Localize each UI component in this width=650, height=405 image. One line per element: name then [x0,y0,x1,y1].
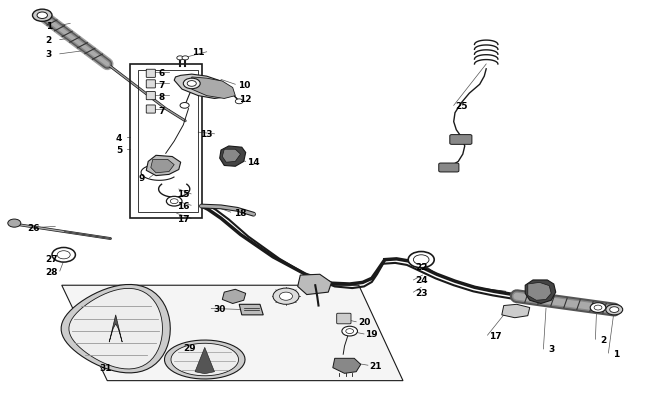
Text: 19: 19 [365,330,378,339]
Polygon shape [109,315,122,342]
Circle shape [594,305,602,310]
Polygon shape [192,78,235,99]
Circle shape [187,81,196,87]
FancyBboxPatch shape [146,106,155,114]
Text: 1: 1 [46,22,52,31]
Circle shape [280,292,292,301]
Circle shape [408,252,434,268]
Text: 22: 22 [415,263,428,272]
Polygon shape [69,289,162,369]
Circle shape [170,199,178,204]
Circle shape [32,10,52,22]
Text: 8: 8 [158,93,164,102]
Polygon shape [222,290,246,304]
Text: 28: 28 [46,267,58,276]
FancyBboxPatch shape [146,81,155,89]
Polygon shape [222,150,240,163]
FancyBboxPatch shape [146,70,155,78]
Text: 1: 1 [613,349,619,358]
Polygon shape [525,280,556,304]
Circle shape [590,303,606,313]
Circle shape [37,13,47,19]
Text: 24: 24 [415,276,428,285]
Text: 10: 10 [237,81,250,90]
Text: 9: 9 [138,174,145,183]
Circle shape [273,288,299,305]
Text: 2: 2 [46,36,52,45]
Text: 18: 18 [234,208,247,217]
Circle shape [180,103,189,109]
FancyBboxPatch shape [450,135,472,145]
Text: 3: 3 [46,50,52,59]
Text: 13: 13 [200,130,213,139]
Circle shape [182,57,188,61]
Circle shape [342,326,358,336]
Text: 5: 5 [116,145,122,154]
Polygon shape [62,286,403,381]
Text: 2: 2 [600,335,606,344]
Circle shape [413,255,429,265]
Polygon shape [528,283,551,301]
Circle shape [8,220,21,228]
Text: 27: 27 [46,255,58,264]
Circle shape [166,197,182,207]
Circle shape [52,248,75,262]
Text: 21: 21 [369,361,382,370]
Polygon shape [502,305,530,318]
Text: 29: 29 [183,343,196,352]
Text: 17: 17 [489,331,502,340]
Text: 23: 23 [415,288,428,297]
Circle shape [183,79,200,90]
Polygon shape [164,340,245,379]
Text: 17: 17 [177,214,190,223]
Polygon shape [195,347,215,374]
Circle shape [610,307,619,313]
Polygon shape [333,358,361,373]
Circle shape [606,305,623,315]
Text: 20: 20 [358,318,370,326]
Text: 30: 30 [213,304,226,313]
Circle shape [346,329,354,334]
Text: 4: 4 [116,133,122,142]
FancyBboxPatch shape [439,164,459,173]
Circle shape [57,251,70,259]
Polygon shape [61,285,170,373]
Circle shape [235,100,243,104]
Text: 25: 25 [455,102,468,111]
Polygon shape [239,305,263,315]
Text: 31: 31 [99,363,112,372]
Text: 3: 3 [548,345,554,354]
FancyBboxPatch shape [146,92,155,100]
Text: 12: 12 [239,95,252,104]
Text: 14: 14 [247,158,260,166]
Text: 26: 26 [27,223,40,232]
Text: 7: 7 [158,81,164,90]
Text: 7: 7 [158,107,164,116]
Text: 11: 11 [192,48,205,57]
FancyBboxPatch shape [337,313,351,324]
Text: 6: 6 [158,68,164,77]
Polygon shape [174,75,231,99]
Polygon shape [220,147,246,167]
Polygon shape [171,343,239,376]
Polygon shape [146,156,181,176]
Text: 15: 15 [177,190,190,199]
Text: 16: 16 [177,201,190,210]
Circle shape [177,57,183,61]
Polygon shape [298,275,332,295]
Polygon shape [151,160,174,173]
